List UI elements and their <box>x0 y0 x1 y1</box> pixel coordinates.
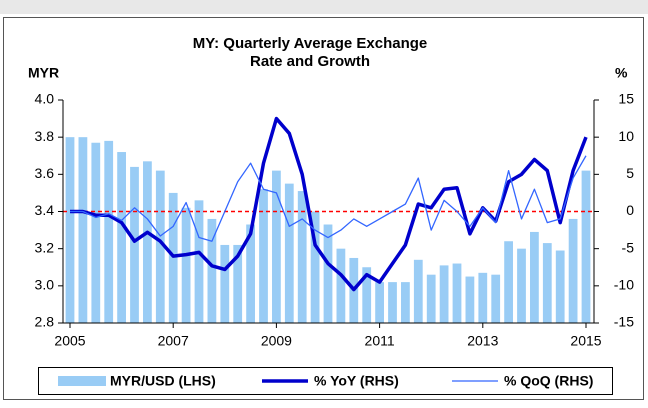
bar <box>272 170 281 323</box>
bar <box>130 166 139 323</box>
bar <box>439 265 449 323</box>
x-tick-label: 2013 <box>467 333 498 349</box>
y-tick-label: 3.8 <box>35 128 55 144</box>
bar <box>259 189 268 323</box>
bar <box>104 140 114 323</box>
y2-tick-label: 0 <box>626 202 634 218</box>
x-tick-label: 2007 <box>158 333 189 349</box>
bar <box>117 152 126 323</box>
bar <box>297 191 307 323</box>
x-tick-label: 2011 <box>365 333 395 349</box>
legend-label: % QoQ (RHS) <box>504 373 593 389</box>
bar <box>143 161 152 323</box>
legend-swatch <box>58 376 106 386</box>
bar <box>168 192 178 323</box>
bar <box>181 207 191 323</box>
bar <box>78 137 88 323</box>
bar <box>504 241 513 323</box>
chart-title: MY: Quarterly Average Exchange <box>193 35 428 52</box>
line-series <box>70 155 587 242</box>
chart-title: Rate and Growth <box>250 53 370 70</box>
line-series <box>70 116 588 292</box>
y-tick-label: 2.8 <box>35 314 55 330</box>
y2-tick-label: 15 <box>618 91 634 107</box>
bar <box>401 282 410 323</box>
legend-label: % YoY (RHS) <box>314 373 399 389</box>
bar <box>310 211 320 323</box>
bar <box>91 142 101 323</box>
legend-label: MYR/USD (LHS) <box>110 373 216 389</box>
bar <box>375 282 384 323</box>
bar <box>336 248 346 323</box>
bar <box>246 224 255 323</box>
bar <box>155 170 165 323</box>
bar <box>233 244 243 323</box>
y2-axis-label: % <box>615 65 628 81</box>
x-tick-label: 2009 <box>261 333 292 349</box>
x-tick-label: 2015 <box>570 333 601 349</box>
y-axis-label: MYR <box>28 65 59 81</box>
y-tick-label: 3.0 <box>35 277 55 293</box>
y-tick-label: 3.2 <box>35 239 55 255</box>
bar <box>323 224 333 323</box>
bar <box>194 200 204 323</box>
bar <box>517 248 526 323</box>
bar <box>426 274 436 323</box>
y-tick-label: 3.4 <box>35 202 55 218</box>
y2-tick-label: -10 <box>614 277 634 293</box>
y2-tick-label: -5 <box>622 239 635 255</box>
bar <box>542 243 552 323</box>
bar <box>220 244 230 323</box>
legend <box>38 367 613 395</box>
x-tick-label: 2005 <box>54 333 85 349</box>
bar <box>284 183 294 323</box>
y-tick-label: 4.0 <box>35 91 55 107</box>
y2-tick-label: 5 <box>626 165 634 181</box>
y-tick-label: 3.6 <box>35 165 55 181</box>
y2-tick-label: 10 <box>618 128 634 144</box>
bar <box>555 250 565 323</box>
bar <box>568 218 578 323</box>
bar <box>478 272 488 323</box>
bar <box>452 263 462 323</box>
bar <box>465 276 475 323</box>
bar <box>413 259 423 323</box>
bar <box>491 274 501 323</box>
bar <box>388 282 397 323</box>
y2-tick-label: -15 <box>614 314 634 330</box>
bar <box>581 170 591 323</box>
bar <box>207 218 217 323</box>
top-strip <box>0 0 648 14</box>
bar <box>362 267 372 323</box>
bar <box>65 137 75 323</box>
bar <box>530 231 539 323</box>
